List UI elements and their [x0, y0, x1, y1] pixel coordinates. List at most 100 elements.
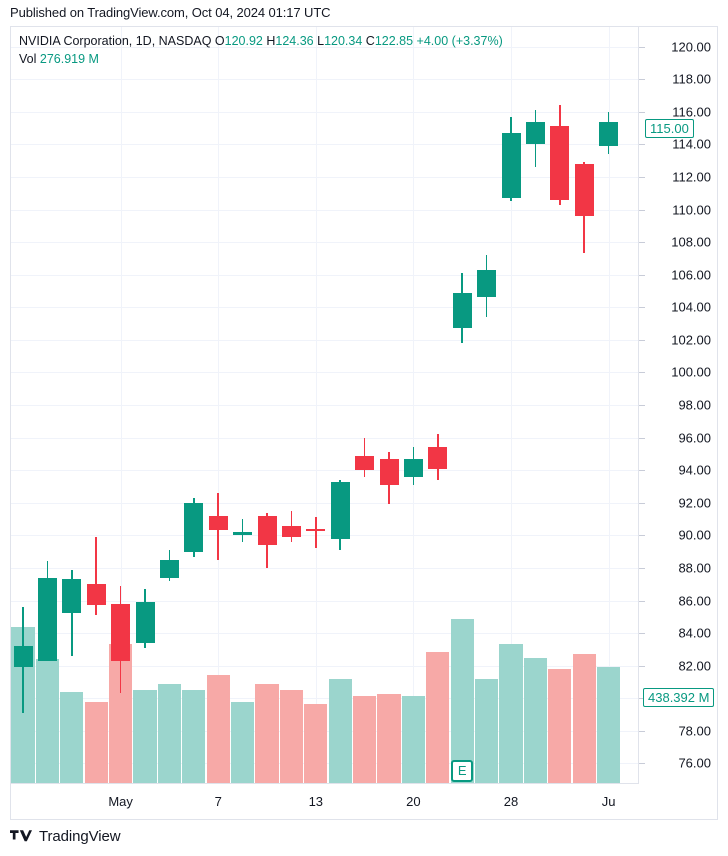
gridline-vertical	[608, 27, 610, 783]
price-tick-label: 106.00	[671, 267, 711, 283]
price-tick-dash	[639, 730, 645, 732]
candle-body	[379, 458, 399, 485]
price-tick-label: 90.00	[678, 527, 711, 543]
legend-change: +4.00	[416, 34, 449, 48]
gridline-horizontal	[11, 470, 639, 472]
price-axis[interactable]: 120.00 118.00 116.00 114.00 112.00 110.00 108.…	[638, 27, 717, 819]
price-tick-label: 82.00	[678, 658, 711, 674]
price-tick-dash	[639, 567, 645, 569]
candle-body	[257, 515, 277, 546]
legend-close-label: C	[365, 34, 375, 48]
volume-bar	[35, 659, 60, 819]
legend-symbol[interactable]: NVIDIA Corporation, 1D, NASDAQ	[19, 34, 212, 48]
price-tick-dash	[639, 405, 645, 406]
gridline-horizontal	[11, 665, 639, 667]
gridline-vertical	[511, 27, 512, 783]
price-tick-label: 98.00	[678, 397, 711, 413]
price-tick-label: 84.00	[678, 625, 711, 641]
earnings-marker[interactable]: E	[451, 760, 474, 782]
candle-body	[428, 447, 448, 469]
legend-volume-label: Vol	[19, 52, 37, 66]
gridline-horizontal	[11, 502, 639, 504]
price-tick-dash	[639, 633, 645, 635]
candle-body	[62, 579, 82, 614]
volume-bar	[206, 674, 230, 819]
legend-low-label: L	[317, 34, 325, 48]
gridline-horizontal	[11, 79, 639, 81]
price-tick-label: 94.00	[678, 462, 711, 478]
gridline-horizontal	[11, 600, 639, 602]
gridline-vertical	[413, 27, 415, 783]
legend-low-value: 120.34	[324, 34, 363, 48]
time-axis[interactable]: May 7 13 20 28 Ju	[11, 783, 639, 819]
footer-branding: TradingView	[10, 828, 121, 845]
price-plot-area[interactable]: E NVIDIA Corporation, 1D, NASDAQ O120.92…	[11, 27, 639, 819]
price-tick-dash	[639, 274, 645, 276]
gridline-horizontal	[11, 633, 639, 635]
time-tick-label: 13	[308, 794, 324, 809]
price-tick-dash	[639, 535, 645, 537]
candle-body	[501, 132, 521, 199]
gridline-horizontal	[11, 46, 639, 48]
price-tick-label: 78.00	[678, 723, 711, 739]
price-tick-dash	[639, 176, 645, 178]
volume-bar	[426, 651, 450, 819]
gridline-horizontal	[11, 372, 639, 374]
price-tick-label: 116.00	[672, 104, 711, 120]
legend-close-value: 122.85	[374, 34, 414, 48]
gridline-horizontal	[11, 437, 639, 439]
volume-bar	[499, 644, 523, 819]
candle-body	[550, 126, 570, 200]
price-tick-label: 112.00	[672, 169, 711, 185]
volume-bar	[523, 657, 548, 819]
candle-body	[403, 458, 423, 477]
candle-body	[306, 528, 326, 531]
price-tick-dash	[639, 144, 645, 146]
price-tick-dash	[639, 698, 645, 700]
legend-open-value: 120.92	[224, 34, 263, 48]
candle-body	[135, 602, 155, 643]
candle-body	[281, 525, 301, 537]
volume-bar	[548, 669, 572, 819]
price-tick-label: 118.00	[672, 71, 711, 87]
gridline-vertical	[315, 27, 317, 783]
legend-change-percent: (+3.37%)	[451, 34, 503, 48]
legend-high-value: 124.36	[275, 34, 314, 48]
time-tick-label: May	[108, 794, 133, 809]
price-tick-dash	[639, 502, 645, 504]
candle-body	[452, 292, 472, 329]
candle-body	[330, 481, 350, 539]
price-tick-dash	[639, 79, 645, 81]
price-tick-label: 104.00	[671, 299, 711, 315]
tradingview-wordmark: TradingView	[39, 828, 121, 845]
candle-wick	[241, 519, 244, 542]
candle-wick	[95, 537, 97, 616]
candle-body	[13, 646, 33, 668]
price-tick-label: 108.00	[671, 234, 711, 250]
price-tick-dash	[639, 307, 645, 309]
gridline-vertical	[120, 27, 122, 783]
gridline-vertical	[218, 27, 220, 783]
legend-open-label: O	[214, 34, 225, 48]
price-tick-label: 76.00	[678, 755, 711, 771]
legend-volume-value: 276.919 M	[39, 52, 99, 66]
last-price-tag: 115.00	[645, 119, 694, 138]
gridline-horizontal	[11, 111, 639, 113]
price-tick-label: 88.00	[678, 560, 711, 576]
candle-body	[184, 502, 204, 552]
candle-body	[37, 577, 57, 661]
candle-body	[111, 603, 131, 661]
price-tick-dash	[639, 763, 645, 765]
candle-body	[525, 121, 545, 145]
legend-high-label: H	[266, 34, 276, 48]
price-tick-dash	[639, 46, 645, 48]
price-tick-dash	[639, 437, 645, 439]
price-tick-label: 96.00	[678, 430, 711, 446]
price-tick-dash	[639, 111, 645, 113]
gridline-horizontal	[11, 209, 639, 211]
chart-container[interactable]: E NVIDIA Corporation, 1D, NASDAQ O120.92…	[10, 26, 718, 820]
tradingview-logo-icon	[10, 829, 32, 841]
gridline-horizontal	[11, 144, 639, 146]
time-tick-label: 7	[214, 794, 222, 809]
volume-bar	[596, 667, 621, 819]
